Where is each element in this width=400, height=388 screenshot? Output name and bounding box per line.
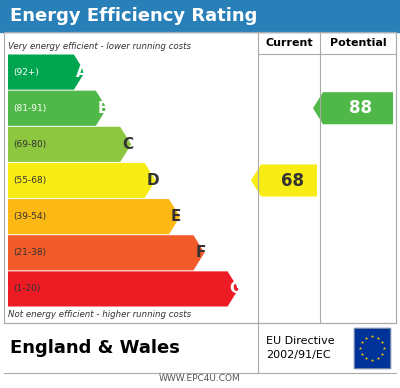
Text: EU Directive: EU Directive [266,336,335,346]
Text: C: C [122,137,133,152]
Polygon shape [8,199,180,234]
Polygon shape [8,163,156,198]
Text: F: F [196,245,206,260]
Bar [354,328,390,368]
Text: Potential: Potential [330,38,386,48]
Text: Not energy efficient - higher running costs: Not energy efficient - higher running co… [8,310,191,319]
Text: D: D [147,173,159,188]
Text: (92+): (92+) [13,68,39,76]
Polygon shape [8,127,131,162]
Text: WWW.EPC4U.COM: WWW.EPC4U.COM [159,374,241,383]
Text: Current: Current [265,38,313,48]
Polygon shape [8,91,107,126]
Polygon shape [251,165,317,197]
Text: A: A [76,64,88,80]
Text: (55-68): (55-68) [13,176,46,185]
Text: G: G [230,281,242,296]
Text: (21-38): (21-38) [13,248,46,257]
Bar [4,32,396,323]
Text: 88: 88 [350,99,372,117]
Text: 68: 68 [280,171,304,189]
Text: (39-54): (39-54) [13,212,46,221]
Text: 2002/91/EC: 2002/91/EC [266,350,331,360]
Text: E: E [171,209,182,224]
Polygon shape [8,271,238,307]
Bar [0,0,400,32]
Bar [354,328,390,368]
Text: Energy Efficiency Rating: Energy Efficiency Rating [10,7,257,25]
Text: (81-91): (81-91) [13,104,46,113]
Text: (69-80): (69-80) [13,140,46,149]
Polygon shape [8,235,204,270]
Polygon shape [8,54,85,90]
Text: B: B [98,101,110,116]
Polygon shape [313,92,393,124]
Text: (1-20): (1-20) [13,284,40,293]
Text: Very energy efficient - lower running costs: Very energy efficient - lower running co… [8,42,191,51]
Text: England & Wales: England & Wales [10,339,180,357]
